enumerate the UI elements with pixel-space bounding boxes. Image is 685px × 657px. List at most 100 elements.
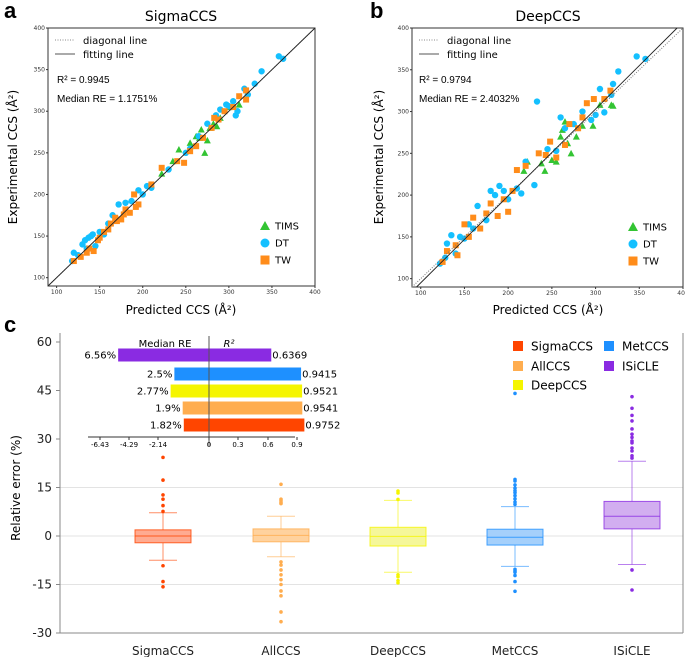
outlier-point bbox=[279, 568, 283, 572]
inset-tick-label: -2.14 bbox=[149, 441, 168, 449]
panel-c-boxplot: c Relative error (%) Median RE R² 60 45 30… bbox=[4, 312, 684, 657]
x-tick-label: 150 bbox=[459, 290, 471, 297]
point-tw bbox=[607, 87, 614, 94]
outlier-point bbox=[630, 588, 634, 592]
point-tw bbox=[561, 141, 568, 148]
point-tims bbox=[609, 102, 617, 109]
median-re-label: 6.56% bbox=[84, 351, 116, 362]
legend-fitting-label: fitting line bbox=[447, 50, 498, 61]
point-tw bbox=[77, 253, 84, 260]
y-axis-label: Experimental CCS (Å²) bbox=[5, 90, 20, 224]
box-allccs bbox=[252, 482, 310, 624]
y-tick-label: -15 bbox=[32, 578, 52, 592]
point-tw bbox=[243, 87, 250, 94]
x-axis-label: Predicted CCS (Å²) bbox=[126, 302, 237, 317]
outlier-point bbox=[279, 594, 283, 598]
x-tick-label: 400 bbox=[309, 289, 321, 296]
x-tick-label: 150 bbox=[94, 289, 106, 296]
legend-label-tims: TIMS bbox=[274, 222, 299, 233]
median-re-label: 2.5% bbox=[147, 370, 172, 381]
outlier-point bbox=[161, 497, 165, 501]
point-tims bbox=[589, 122, 597, 129]
legend-label-dt: DT bbox=[275, 239, 290, 250]
point-tw bbox=[547, 138, 554, 145]
r2-bar bbox=[209, 384, 303, 398]
x-axis-label: Predicted CCS (Å²) bbox=[493, 302, 604, 317]
point-dt bbox=[251, 80, 258, 87]
legend-swatch-isicle bbox=[604, 361, 614, 371]
plot-frame bbox=[411, 27, 684, 288]
point-dt bbox=[592, 111, 599, 119]
point-tw bbox=[487, 200, 494, 207]
outlier-point bbox=[513, 493, 517, 498]
point-tw bbox=[513, 167, 520, 174]
legend-label-tims: TIMS bbox=[642, 223, 667, 234]
point-tw bbox=[494, 212, 501, 219]
y-tick-label: 350 bbox=[34, 67, 46, 74]
outlier-point bbox=[513, 497, 517, 501]
point-dt bbox=[518, 190, 525, 197]
point-dt bbox=[443, 240, 451, 247]
outlier-point bbox=[279, 501, 283, 506]
r2-annotation: R² = 0.9945 bbox=[57, 75, 110, 86]
box-deepccs bbox=[369, 489, 427, 585]
legend-marker-tw bbox=[260, 255, 270, 265]
outlier-point bbox=[630, 427, 634, 431]
legend-label-tw: TW bbox=[274, 256, 291, 267]
median-re-bar bbox=[118, 348, 209, 362]
y-tick-label: 15 bbox=[37, 481, 52, 495]
point-tims bbox=[567, 149, 575, 157]
median-re-label: 1.9% bbox=[155, 404, 180, 415]
point-tw bbox=[148, 181, 155, 188]
x-tick-label: 300 bbox=[590, 290, 602, 297]
x-tick-label: 350 bbox=[266, 289, 278, 296]
outlier-point bbox=[279, 610, 283, 614]
x-tick-label: DeepCCS bbox=[370, 644, 426, 657]
chart-title: DeepCCS bbox=[515, 9, 580, 25]
outlier-point bbox=[630, 419, 634, 423]
plot-frame bbox=[47, 27, 316, 287]
point-dt bbox=[115, 201, 122, 208]
point-dt bbox=[483, 216, 490, 224]
point-tims bbox=[197, 126, 205, 133]
r2-bar bbox=[209, 401, 303, 415]
point-dt bbox=[258, 68, 265, 75]
outlier-point bbox=[630, 413, 634, 418]
outlier-point bbox=[513, 579, 517, 584]
x-tick-label: 300 bbox=[223, 289, 235, 296]
x-tick-label: SigmaCCS bbox=[132, 644, 194, 657]
inset-tick-label: 0.9 bbox=[291, 441, 302, 449]
outlier-point bbox=[630, 449, 634, 453]
point-tw bbox=[132, 203, 139, 210]
inset-bar-isicle: 6.56% 0.6369 bbox=[84, 348, 307, 362]
legend-swatch-deepccs bbox=[513, 380, 523, 390]
point-tw bbox=[579, 114, 586, 121]
outlier-point bbox=[161, 563, 165, 568]
fitting-line bbox=[416, 27, 678, 288]
outlier-point bbox=[279, 560, 283, 564]
inset-bar-chart: 6.56% 0.6369 2.5% 0.9415 2.77% 0.9521 1.9% 0.95… bbox=[84, 336, 340, 449]
outlier-point bbox=[161, 493, 165, 497]
point-tw bbox=[465, 233, 472, 240]
median-re-bar bbox=[174, 367, 209, 381]
point-tw bbox=[211, 114, 218, 121]
chart-title: SigmaCCS bbox=[145, 9, 217, 25]
inset-bar-metccs: 2.5% 0.9415 bbox=[147, 367, 337, 381]
point-dt bbox=[500, 187, 507, 195]
point-tw bbox=[126, 209, 133, 216]
point-tims bbox=[541, 167, 549, 174]
point-dt bbox=[229, 98, 237, 105]
box-metccs bbox=[486, 391, 544, 594]
outlier-point bbox=[161, 503, 165, 508]
point-tw bbox=[221, 108, 228, 115]
point-tims bbox=[572, 133, 580, 140]
inset-right-header: R² bbox=[224, 339, 235, 350]
inset-tick-label: 0.3 bbox=[232, 441, 243, 449]
x-tick-label: 350 bbox=[634, 290, 646, 297]
legend-marker-tims bbox=[628, 222, 638, 231]
outlier-point bbox=[630, 446, 634, 450]
outlier-point bbox=[161, 584, 165, 589]
point-dt bbox=[615, 68, 622, 75]
point-dt bbox=[122, 199, 129, 206]
